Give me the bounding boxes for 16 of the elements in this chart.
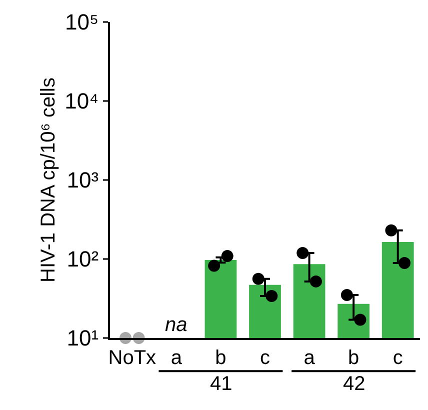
y-axis-title: HIV-1 DNA cp/10⁶ cells — [38, 78, 60, 282]
y-tick-label: 10³ — [66, 168, 99, 193]
x-tick-label: b — [348, 347, 360, 369]
text: 42 — [343, 373, 366, 395]
y-tick-label: 10⁵ — [65, 10, 99, 35]
text: 41 — [210, 373, 232, 395]
x-tick-label: c — [260, 347, 270, 369]
x-tick-label: a — [304, 347, 316, 369]
x-tick-label: NoTx — [108, 347, 156, 369]
y-tick-label: 10⁴ — [64, 88, 99, 114]
x-tick-label: a — [170, 347, 183, 369]
y-tick-label: 10¹ — [66, 326, 99, 351]
y-tick-label: 10² — [66, 246, 99, 272]
annotation: na — [165, 314, 188, 336]
x-tick-label: b — [215, 347, 226, 369]
x-tick-label: c — [392, 347, 403, 369]
